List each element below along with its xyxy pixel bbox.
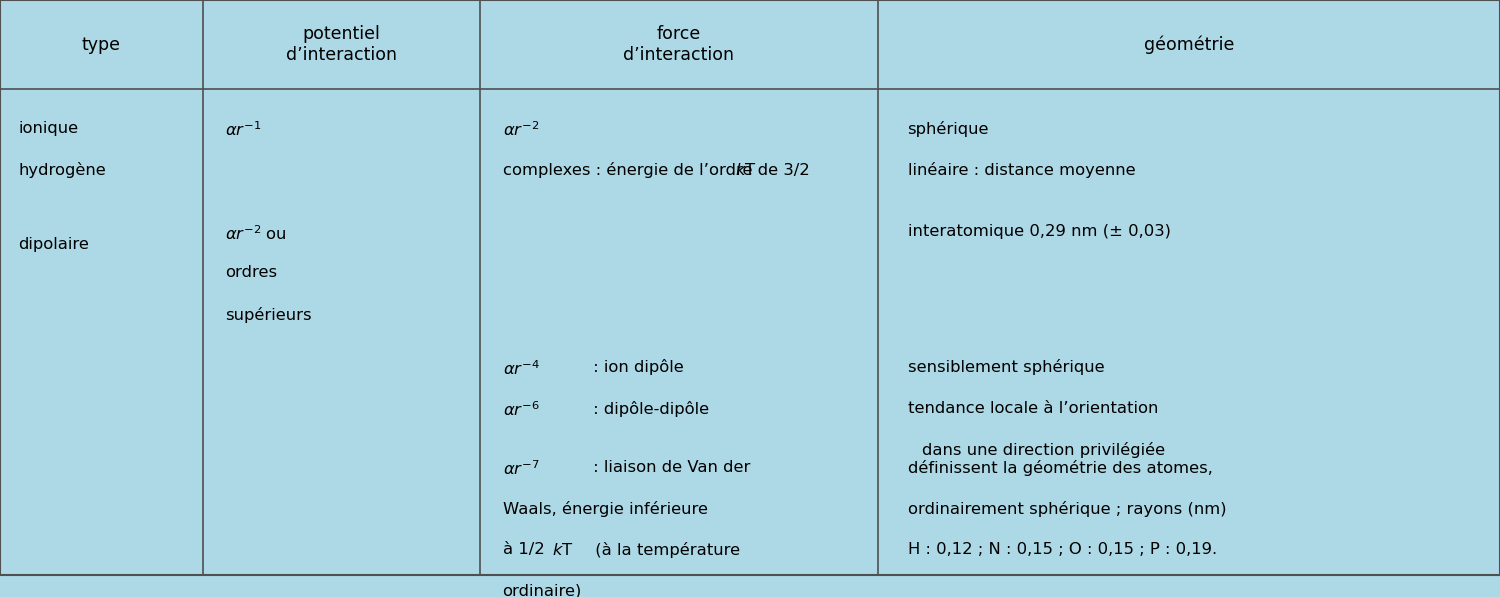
Text: type: type (81, 36, 120, 54)
Text: dans une direction privilégiée: dans une direction privilégiée (922, 442, 1166, 458)
Text: hydrogène: hydrogène (18, 162, 105, 178)
Text: $\alpha r^{-7}$: $\alpha r^{-7}$ (503, 460, 538, 478)
FancyBboxPatch shape (0, 0, 1500, 575)
Text: force
d’interaction: force d’interaction (624, 25, 735, 64)
Text: $\alpha r^{-2}$: $\alpha r^{-2}$ (503, 121, 538, 139)
Text: (à la température: (à la température (590, 543, 740, 558)
Text: Waals, énergie inférieure: Waals, énergie inférieure (503, 501, 708, 517)
Text: $\alpha r^{-2}$ ou: $\alpha r^{-2}$ ou (225, 224, 286, 243)
Text: sensiblement sphérique: sensiblement sphérique (908, 359, 1104, 375)
Text: $\alpha r^{-1}$: $\alpha r^{-1}$ (225, 121, 261, 139)
Text: définissent la géométrie des atomes,: définissent la géométrie des atomes, (908, 460, 1212, 476)
Text: $k$T: $k$T (735, 162, 756, 178)
Text: ordinaire): ordinaire) (503, 584, 582, 597)
Text: interatomique 0,29 nm (± 0,03): interatomique 0,29 nm (± 0,03) (908, 224, 1170, 239)
Text: ordres: ordres (225, 266, 278, 281)
Text: ordinairement sphérique ; rayons (nm): ordinairement sphérique ; rayons (nm) (908, 501, 1226, 517)
Text: géométrie: géométrie (1143, 35, 1234, 54)
Text: supérieurs: supérieurs (225, 307, 312, 323)
Text: $\alpha r^{-6}$: $\alpha r^{-6}$ (503, 401, 538, 419)
Text: H : 0,12 ; N : 0,15 ; O : 0,15 ; P : 0,19.: H : 0,12 ; N : 0,15 ; O : 0,15 ; P : 0,1… (908, 543, 1216, 558)
Text: potentiel
d’interaction: potentiel d’interaction (285, 25, 396, 64)
Text: dipolaire: dipolaire (18, 236, 88, 251)
Text: à 1/2: à 1/2 (503, 543, 549, 558)
Text: : liaison de Van der: : liaison de Van der (588, 460, 750, 475)
Text: : ion dipôle: : ion dipôle (588, 359, 684, 375)
Text: : dipôle-dipôle: : dipôle-dipôle (588, 401, 710, 417)
Text: ionique: ionique (18, 121, 78, 136)
Text: tendance locale à l’orientation: tendance locale à l’orientation (908, 401, 1158, 416)
Text: $k$T: $k$T (552, 543, 573, 558)
Text: complexes : énergie de l’ordre de 3/2: complexes : énergie de l’ordre de 3/2 (503, 162, 814, 178)
Text: linéaire : distance moyenne: linéaire : distance moyenne (908, 162, 1136, 178)
Text: sphérique: sphérique (908, 121, 989, 137)
Text: $\alpha r^{-4}$: $\alpha r^{-4}$ (503, 359, 538, 378)
